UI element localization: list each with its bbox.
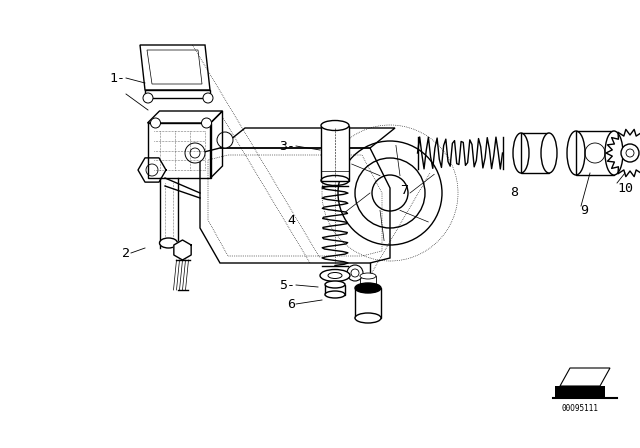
Text: 2: 2 — [122, 246, 130, 259]
Bar — [325, 284, 345, 294]
Polygon shape — [560, 368, 610, 386]
Circle shape — [347, 265, 363, 281]
Ellipse shape — [325, 281, 345, 288]
Ellipse shape — [355, 283, 381, 293]
Polygon shape — [138, 158, 166, 182]
Text: 9: 9 — [580, 203, 588, 216]
Text: 4: 4 — [287, 214, 295, 227]
Circle shape — [185, 143, 205, 163]
Bar — [355, 288, 381, 318]
Ellipse shape — [320, 270, 350, 281]
Text: 6: 6 — [287, 297, 295, 310]
Ellipse shape — [325, 291, 345, 298]
Ellipse shape — [321, 121, 349, 130]
Circle shape — [203, 93, 213, 103]
Bar — [614, 143, 628, 163]
Ellipse shape — [159, 238, 177, 248]
Polygon shape — [606, 129, 640, 177]
Circle shape — [150, 118, 161, 128]
Text: 1-: 1- — [109, 72, 125, 85]
Bar — [360, 276, 376, 288]
Text: 5-: 5- — [279, 279, 295, 292]
Text: 7: 7 — [400, 184, 408, 197]
Text: 10: 10 — [617, 181, 633, 194]
Ellipse shape — [541, 133, 557, 173]
Bar — [555, 386, 605, 398]
Polygon shape — [174, 240, 191, 260]
Ellipse shape — [360, 273, 376, 279]
Bar — [321, 125, 349, 181]
Text: 00O95111: 00O95111 — [561, 404, 598, 413]
Circle shape — [217, 132, 233, 148]
Circle shape — [143, 93, 153, 103]
Bar — [576, 131, 614, 175]
Circle shape — [621, 144, 639, 162]
Circle shape — [202, 118, 211, 128]
Text: 8: 8 — [510, 185, 518, 198]
Bar — [521, 133, 549, 173]
Text: 3-: 3- — [279, 139, 295, 152]
Ellipse shape — [605, 131, 623, 175]
Ellipse shape — [355, 313, 381, 323]
